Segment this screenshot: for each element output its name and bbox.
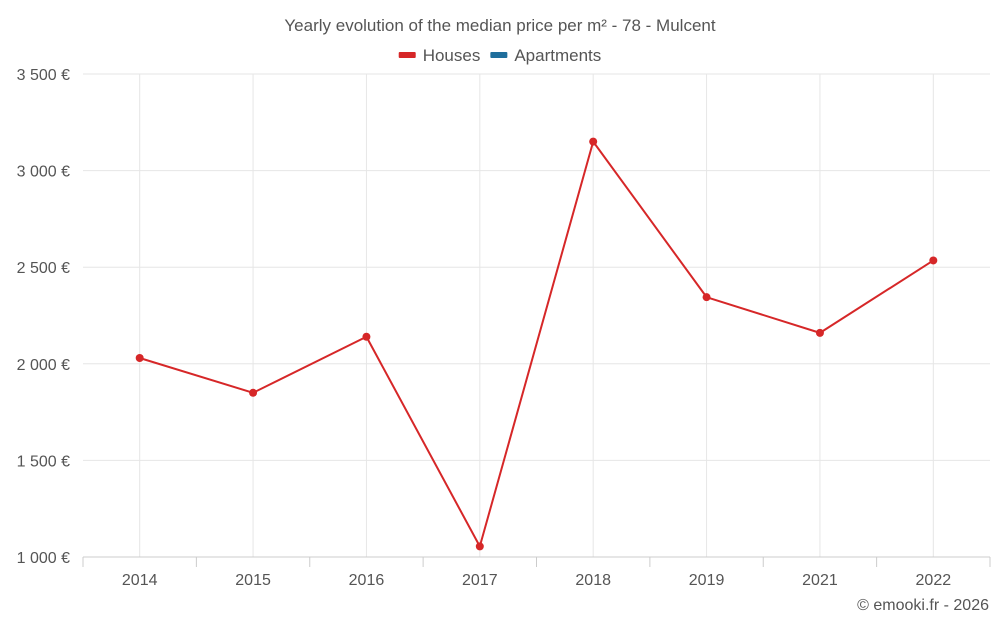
series-line-houses <box>139 140 934 548</box>
data-point-houses-2016[interactable] <box>362 332 371 341</box>
y-tick-label-2500: 2 500 € <box>17 260 70 277</box>
x-tick-label-2018: 2018 <box>575 572 611 589</box>
legend: Houses Apartments <box>398 46 601 65</box>
x-tick-label-2021: 2021 <box>802 572 838 589</box>
data-point-houses-2018[interactable] <box>589 137 598 146</box>
legend-label-apartments[interactable]: Apartments <box>514 46 601 65</box>
y-tick-label-1000: 1 000 € <box>17 550 70 567</box>
x-tick-label-2016: 2016 <box>349 572 385 589</box>
axes: 1 000 € 1 500 € 2 000 € 2 500 € 3 000 € 3 500… <box>17 67 991 589</box>
x-tick-label-2017: 2017 <box>462 572 498 589</box>
chart-title: Yearly evolution of the median price per… <box>284 16 715 35</box>
x-tick-label-2014: 2014 <box>122 572 158 589</box>
credit-text: © emooki.fr - 2026 <box>857 597 989 614</box>
y-tick-label-3500: 3 500 € <box>17 67 70 84</box>
data-point-houses-2022[interactable] <box>929 256 938 265</box>
data-point-houses-2015[interactable] <box>249 388 258 397</box>
data-point-houses-2021[interactable] <box>815 328 824 337</box>
x-tick-label-2022: 2022 <box>916 572 952 589</box>
x-tick-label-2019: 2019 <box>689 572 725 589</box>
y-tick-label-1500: 1 500 € <box>17 453 70 470</box>
y-tick-label-2000: 2 000 € <box>17 357 70 374</box>
data-point-houses-2019[interactable] <box>702 293 711 302</box>
legend-swatch-apartments[interactable] <box>490 52 508 58</box>
grid <box>83 73 990 557</box>
data-point-houses-2017[interactable] <box>475 542 484 551</box>
data-point-houses-2014[interactable] <box>135 354 144 363</box>
series-layer <box>135 137 938 551</box>
legend-label-houses[interactable]: Houses <box>423 46 481 65</box>
legend-swatch-houses[interactable] <box>398 52 416 58</box>
x-tick-label-2015: 2015 <box>235 572 271 589</box>
y-tick-label-3000: 3 000 € <box>17 164 70 181</box>
